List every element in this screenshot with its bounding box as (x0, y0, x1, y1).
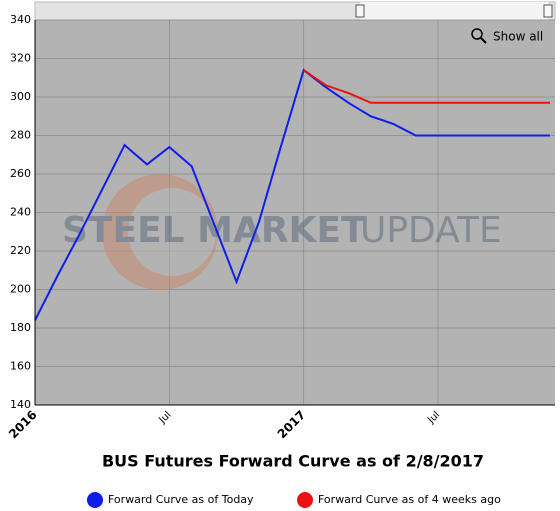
lines (34, 68, 550, 321)
legend-label[interactable]: Forward Curve as of Today (108, 493, 254, 506)
series-line (34, 68, 550, 321)
watermark-text: UPDATE (360, 210, 502, 251)
y-tick-label: 300 (10, 90, 31, 103)
zoom-icon (471, 28, 483, 40)
series-line (303, 69, 550, 104)
legend: Forward Curve as of Today Forward Curve a… (87, 492, 501, 508)
y-tick-label: 160 (10, 360, 31, 373)
x-tick-label: Jul (157, 409, 174, 426)
y-tick-label: 180 (10, 321, 31, 334)
legend-marker[interactable] (297, 492, 313, 508)
show-all-button[interactable]: Show all (471, 28, 543, 44)
zoom-icon (480, 37, 487, 44)
legend-marker[interactable] (87, 492, 103, 508)
x-tick-label: 2017 (275, 408, 309, 442)
y-tick-label: 240 (10, 206, 31, 219)
y-tick-label: 320 (10, 52, 31, 65)
y-tick-label: 280 (10, 129, 31, 142)
y-tick-label: 340 (10, 13, 31, 26)
watermark-text: STEEL MARKET (62, 210, 366, 251)
navigator-window (360, 2, 548, 20)
watermark: STEEL MARKET UPDATE (62, 174, 502, 290)
y-tick-label: 200 (10, 283, 31, 296)
y-tick-label: 140 (10, 398, 31, 411)
x-tick-label: Jul (425, 409, 442, 426)
x-tick-label: 2016 (6, 408, 40, 442)
navigator-handle[interactable] (355, 4, 365, 18)
show-all-label[interactable]: Show all (493, 30, 543, 44)
legend-label[interactable]: Forward Curve as of 4 weeks ago (318, 493, 501, 506)
watermark-logo (128, 188, 216, 276)
chart-title: BUS Futures Forward Curve as of 2/8/2017 (102, 452, 484, 471)
navigator-handle[interactable] (543, 4, 553, 18)
y-tick-label: 220 (10, 244, 31, 257)
y-tick-label: 260 (10, 167, 31, 180)
